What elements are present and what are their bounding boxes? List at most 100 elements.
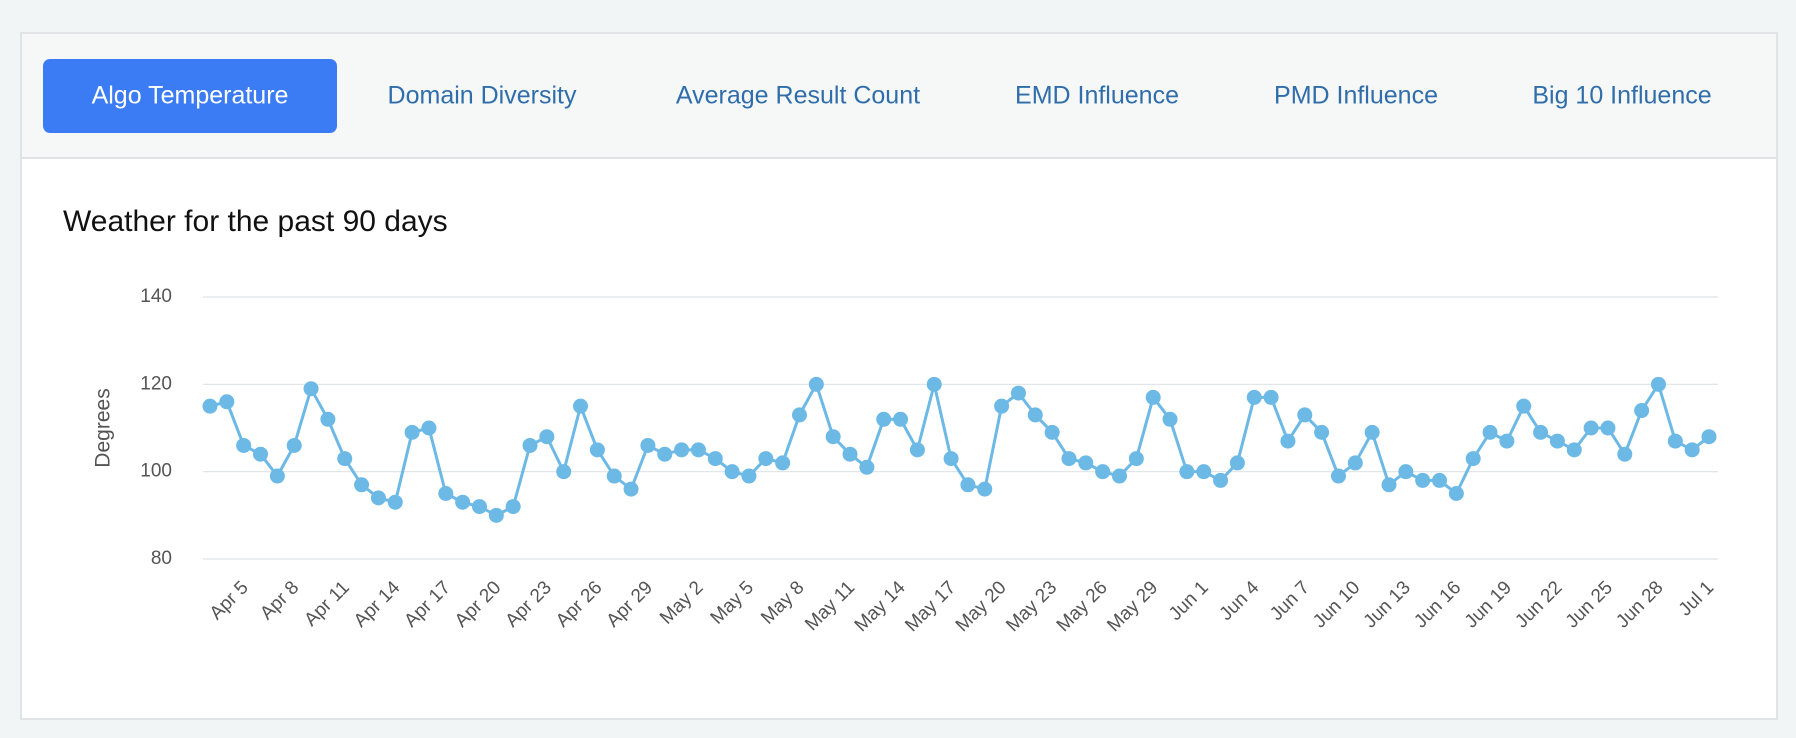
point bbox=[657, 446, 673, 462]
point bbox=[1465, 451, 1481, 467]
point bbox=[438, 486, 454, 501]
point bbox=[758, 451, 774, 467]
point bbox=[994, 398, 1010, 414]
point bbox=[589, 442, 605, 458]
point bbox=[1078, 455, 1094, 471]
point bbox=[455, 494, 471, 510]
point bbox=[253, 446, 269, 462]
point bbox=[370, 490, 386, 506]
point bbox=[219, 394, 235, 410]
point bbox=[573, 398, 589, 414]
point bbox=[236, 437, 252, 453]
point bbox=[724, 464, 740, 480]
point bbox=[1650, 376, 1666, 392]
point bbox=[909, 442, 925, 458]
point bbox=[1314, 424, 1330, 440]
point bbox=[1213, 472, 1229, 488]
tab[interactable]: Average Result Count bbox=[676, 82, 920, 110]
point bbox=[1162, 411, 1178, 427]
tab[interactable]: PMD Influence bbox=[1274, 82, 1438, 110]
point bbox=[1516, 398, 1532, 414]
point bbox=[421, 420, 437, 436]
point bbox=[1263, 389, 1279, 405]
tab[interactable]: EMD Influence bbox=[1015, 82, 1179, 110]
point bbox=[488, 507, 504, 523]
point bbox=[1448, 486, 1464, 501]
point bbox=[960, 477, 976, 493]
point bbox=[690, 442, 706, 458]
point bbox=[741, 468, 757, 484]
point bbox=[606, 468, 622, 484]
y-tick-label: 100 bbox=[140, 461, 172, 482]
point bbox=[1095, 464, 1111, 480]
tab[interactable]: Big 10 Influence bbox=[1532, 82, 1711, 110]
point bbox=[1061, 451, 1077, 467]
point bbox=[1027, 407, 1043, 423]
point bbox=[977, 481, 993, 497]
point bbox=[1297, 407, 1313, 423]
point bbox=[1600, 420, 1616, 436]
point bbox=[1196, 464, 1212, 480]
point bbox=[876, 411, 892, 427]
point bbox=[1179, 464, 1195, 480]
y-tick-label: 120 bbox=[140, 373, 172, 394]
point bbox=[202, 398, 218, 414]
point bbox=[1010, 385, 1026, 401]
chart-title: Weather for the past 90 days bbox=[63, 205, 448, 238]
point bbox=[1246, 389, 1262, 405]
point bbox=[505, 499, 521, 515]
point bbox=[943, 451, 959, 467]
y-axis-label: Degrees bbox=[92, 388, 115, 467]
point bbox=[1347, 455, 1363, 471]
point bbox=[1415, 472, 1431, 488]
point bbox=[1667, 433, 1683, 449]
point bbox=[623, 481, 639, 497]
point bbox=[1583, 420, 1599, 436]
point bbox=[1145, 389, 1161, 405]
tab[interactable]: Algo Temperature bbox=[92, 82, 289, 110]
point bbox=[1364, 424, 1380, 440]
y-tick-label: 140 bbox=[140, 286, 172, 307]
point bbox=[387, 494, 403, 510]
point bbox=[1229, 455, 1245, 471]
point bbox=[1112, 468, 1128, 484]
point bbox=[640, 437, 656, 453]
point bbox=[471, 499, 487, 515]
tab[interactable]: Domain Diversity bbox=[388, 82, 577, 110]
point bbox=[893, 411, 909, 427]
point bbox=[1044, 424, 1060, 440]
point bbox=[1280, 433, 1296, 449]
point bbox=[808, 376, 824, 392]
point bbox=[1482, 424, 1498, 440]
tab-active-bg[interactable] bbox=[43, 59, 337, 133]
point bbox=[269, 468, 285, 484]
point bbox=[1398, 464, 1414, 480]
point bbox=[1499, 433, 1515, 449]
point bbox=[1549, 433, 1565, 449]
point bbox=[556, 464, 572, 480]
point bbox=[404, 424, 420, 440]
point bbox=[1128, 451, 1144, 467]
point bbox=[320, 411, 336, 427]
point bbox=[354, 477, 370, 493]
point bbox=[1701, 429, 1717, 445]
point bbox=[1330, 468, 1346, 484]
point bbox=[1566, 442, 1582, 458]
point bbox=[1381, 477, 1397, 493]
point bbox=[707, 451, 723, 467]
point bbox=[1684, 442, 1700, 458]
point bbox=[539, 429, 555, 445]
y-tick-label: 80 bbox=[151, 548, 172, 569]
point bbox=[337, 451, 353, 467]
point bbox=[303, 381, 319, 397]
point bbox=[286, 437, 302, 453]
point bbox=[775, 455, 791, 471]
point bbox=[859, 459, 875, 475]
point bbox=[674, 442, 690, 458]
point bbox=[926, 376, 942, 392]
point bbox=[825, 429, 841, 445]
point bbox=[842, 446, 858, 462]
point bbox=[1634, 403, 1650, 419]
point bbox=[1432, 472, 1448, 488]
